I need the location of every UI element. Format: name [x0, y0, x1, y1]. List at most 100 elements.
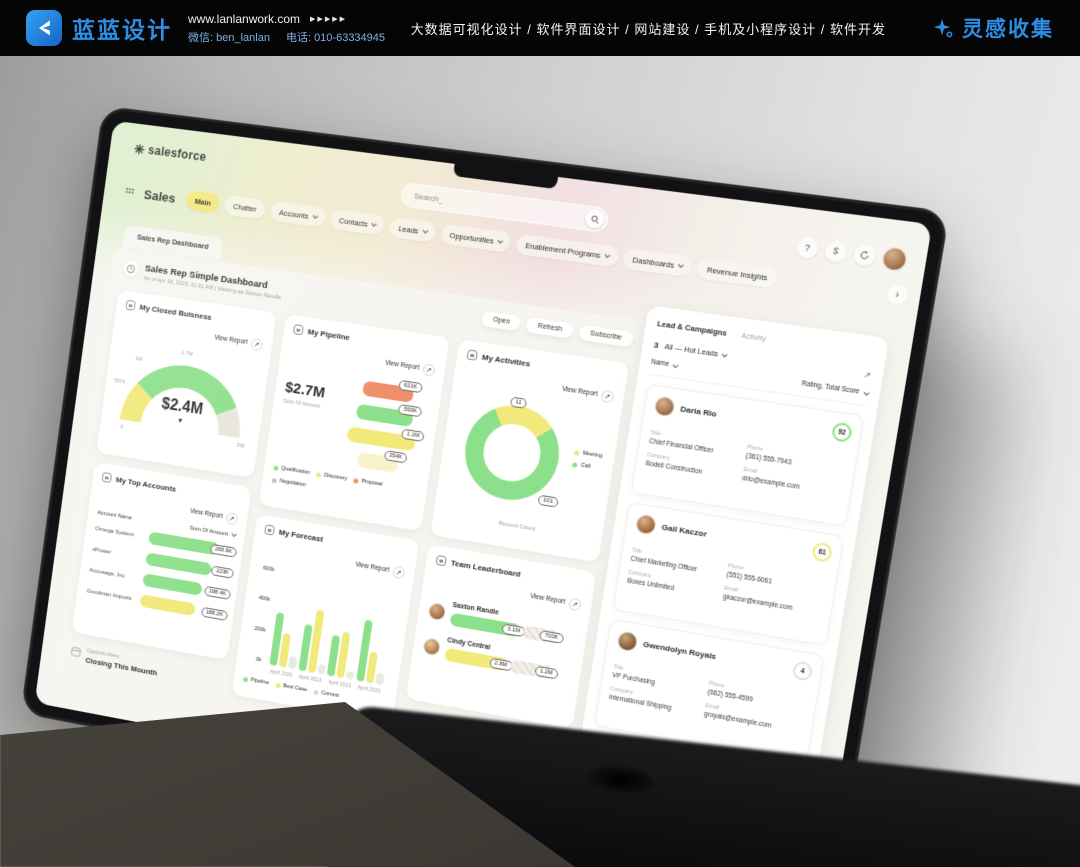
value-chip: 2.8M	[488, 657, 513, 671]
value-chip: 354K	[383, 450, 408, 464]
value-chip: 700K	[539, 629, 565, 644]
value-chip: 621K	[398, 379, 423, 394]
top-accounts-card: My Top Accounts View Report ↗ Account Nam…	[71, 461, 252, 661]
tab-lead-and-campaigns[interactable]: Lead & Campaigns	[656, 318, 728, 338]
closed-business-card: My Closed Buisness View Report ↗ $2.4M ▼ …	[96, 289, 277, 501]
refresh-icon[interactable]	[852, 243, 877, 268]
chart-icon	[292, 324, 304, 336]
open-button[interactable]: Open	[480, 310, 522, 332]
x-tick: April 2023	[298, 674, 322, 685]
bar	[139, 594, 197, 617]
website-link[interactable]: www.lanlanwork.com	[188, 11, 301, 26]
nav-tab-leads[interactable]: Leads	[388, 216, 437, 243]
tab-activity[interactable]: Activity	[740, 330, 767, 344]
bar: 1.2M	[509, 659, 559, 680]
collect-badge: 灵感收集	[932, 13, 1054, 43]
chart-icon	[101, 472, 113, 484]
chart-icon	[264, 524, 275, 536]
bar	[142, 573, 203, 596]
value-chip: 1.2M	[534, 665, 559, 679]
view-report-button[interactable]: View Report ↗	[355, 559, 406, 579]
dashboard-actions: Open Refresh Subscribe	[480, 310, 635, 348]
activities-card: My Activities View Report ↗ 11 101 Meetin…	[430, 339, 630, 563]
value-chip: 198.4K	[203, 585, 232, 600]
y-tick: 600k	[262, 565, 275, 574]
view-report-button[interactable]: View Report ↗	[561, 383, 615, 403]
chevron-down-icon	[604, 252, 611, 259]
bar: 621K	[362, 379, 423, 403]
avatar	[653, 395, 676, 418]
avatar	[634, 513, 658, 536]
view-report-button[interactable]: View Report ↗	[214, 332, 264, 351]
avatar	[427, 601, 447, 621]
nav-more-arrow[interactable]: ›	[886, 284, 909, 306]
chevron-down-icon	[422, 227, 428, 234]
chart-icon	[466, 349, 478, 361]
x-tick: April 2023	[269, 668, 293, 679]
pipeline-chart: $2.7M Sum Of Amount 621K 593K 1.1M 354K	[276, 365, 433, 476]
donut-chart: 11 101 Meeting Call	[445, 389, 612, 530]
sort-name-dropdown[interactable]: Name	[651, 359, 679, 370]
search-icon[interactable]	[584, 208, 606, 230]
calendar-icon	[70, 645, 81, 657]
top-banner: 蓝蓝设计 www.lanlanwork.com ▶▶▶▶▶ 微信: ben_la…	[0, 0, 1080, 56]
nav-tab-accounts[interactable]: Accounts	[269, 200, 327, 228]
nav-tab-contacts[interactable]: Contacts	[329, 208, 386, 236]
arrow-up-right-icon: ↗	[568, 596, 583, 611]
lead-name: Daria Rio	[679, 404, 718, 419]
services-list: 大数据可视化设计 / 软件界面设计 / 网站建设 / 手机及小程序设计 / 软件…	[410, 21, 886, 37]
arrow-up-right-icon: ↗	[392, 565, 406, 579]
nav-tab-revenue-insights[interactable]: Revenue Insights	[696, 257, 779, 289]
nav-tab-enablement-programs[interactable]: Enablement Programs	[514, 233, 620, 268]
nav-tab-main[interactable]: Main	[185, 189, 221, 214]
leaderboard-card: Team Leaderboard View Report ↗ Saxton Ran…	[405, 544, 597, 729]
lanlan-logo-glyph	[39, 20, 50, 36]
app-launcher-icon[interactable]	[124, 186, 136, 198]
chevron-down-icon	[722, 351, 728, 358]
photo-scene: salesforce Search_ ?	[0, 56, 1080, 867]
refresh-button[interactable]: Refresh	[525, 317, 575, 339]
chart-icon	[125, 299, 136, 311]
phone-label: 电话: 010-63334945	[285, 31, 386, 44]
chart-icon	[435, 554, 447, 567]
expand-icon[interactable]: ↗	[862, 369, 872, 381]
value-chip: 223K	[211, 565, 235, 579]
user-avatar[interactable]	[880, 246, 909, 273]
gauge-chart: $2.4M ▼ 0 787K 1M 1.7M 5M	[108, 346, 259, 501]
gauge-tick: 5M	[236, 442, 245, 450]
bar	[148, 531, 220, 556]
bar: 700K	[522, 625, 565, 645]
sort-rating-dropdown[interactable]: Rating, Total Score	[801, 380, 870, 397]
salesforce-logo: salesforce	[133, 141, 207, 164]
app-title: Sales	[143, 186, 177, 206]
x-tick: April 2023	[327, 679, 352, 690]
view-report-button[interactable]: View Report ↗	[189, 506, 239, 525]
cards-grid: My Closed Buisness View Report ↗ $2.4M ▼ …	[67, 289, 630, 757]
settings-icon[interactable]	[823, 239, 849, 264]
nav-tab-chatter[interactable]: Chatter	[223, 194, 267, 220]
banner-contact: www.lanlanwork.com ▶▶▶▶▶ 微信: ben_lanlan …	[188, 12, 385, 45]
header-icons: ?	[795, 235, 909, 273]
x-tick: April 2023	[357, 684, 381, 695]
nav-tab-opportunities[interactable]: Opportunities	[439, 223, 513, 253]
subscribe-button[interactable]: Subscribe	[578, 324, 635, 348]
leads-filter-dropdown[interactable]: All — Hot Leads	[664, 342, 728, 360]
chevron-down-icon	[678, 262, 685, 268]
column-sum-of-amount[interactable]: Sum Of Amount	[189, 526, 237, 539]
bar: 593K	[355, 403, 423, 428]
lanlan-logo-icon	[26, 10, 62, 46]
view-report-button[interactable]: View Report ↗	[529, 590, 583, 611]
help-button[interactable]: ?	[795, 236, 820, 260]
lead-name: Gwendolyn Royals	[642, 639, 717, 662]
bar: 354K	[356, 450, 408, 474]
nav-tab-dashboards[interactable]: Dashboards	[622, 247, 694, 278]
donut-ring	[458, 398, 566, 507]
collect-icon	[933, 18, 953, 38]
value-chip: 593K	[398, 404, 423, 418]
chevron-down-icon	[497, 237, 504, 244]
brand-name: salesforce	[147, 142, 208, 165]
pipeline-card: My Pipeline View Report ↗ $2.7M Sum Of Am…	[258, 313, 450, 532]
camera-notch	[452, 163, 559, 190]
lead-card[interactable]: Daria Rio 92 Title Chief Financial Offic…	[630, 383, 865, 527]
view-report-button[interactable]: View Report ↗	[384, 357, 436, 377]
